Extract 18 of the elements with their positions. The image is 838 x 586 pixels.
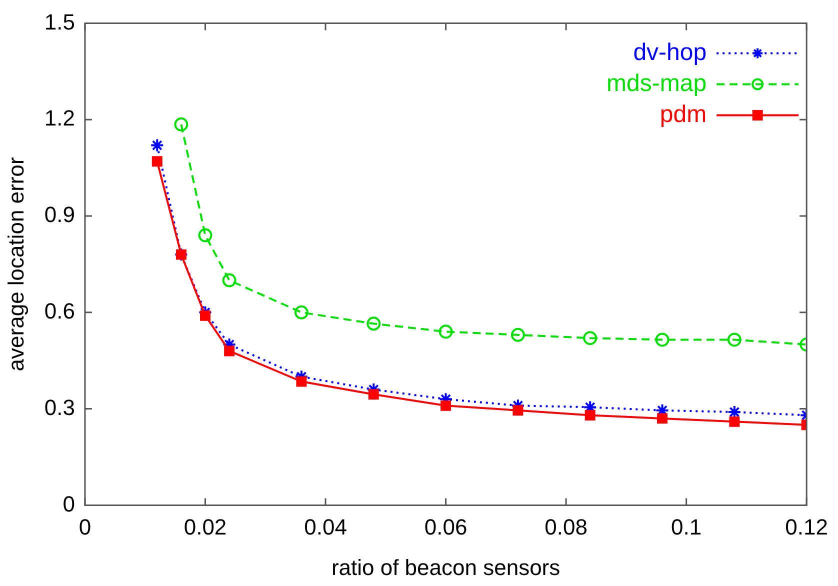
y-tick-label: 1.5 (44, 9, 75, 34)
x-tick-label: 0.1 (671, 514, 702, 540)
x-tick-label: 0.02 (184, 514, 227, 540)
y-axis-title: average location error (3, 157, 28, 372)
y-tick-label: 0.6 (44, 298, 75, 324)
x-tick-label: 0.06 (424, 514, 468, 540)
legend-label: mds-map (606, 70, 707, 97)
x-tick-label: 0.04 (304, 514, 347, 540)
legend-label: dv-hop (633, 38, 707, 66)
y-tick-label: 0.9 (44, 202, 75, 228)
x-tick-label: 0.08 (544, 514, 588, 540)
legend-label: pdm (660, 100, 707, 128)
y-tick-label: 0.3 (44, 394, 75, 420)
x-tick-label: 0 (78, 514, 92, 540)
x-axis-title: ratio of beacon sensors (331, 554, 560, 580)
x-tick-label: 0.12 (785, 514, 828, 540)
y-tick-label: 0 (62, 491, 75, 516)
y-tick-label: 1.2 (44, 106, 75, 131)
